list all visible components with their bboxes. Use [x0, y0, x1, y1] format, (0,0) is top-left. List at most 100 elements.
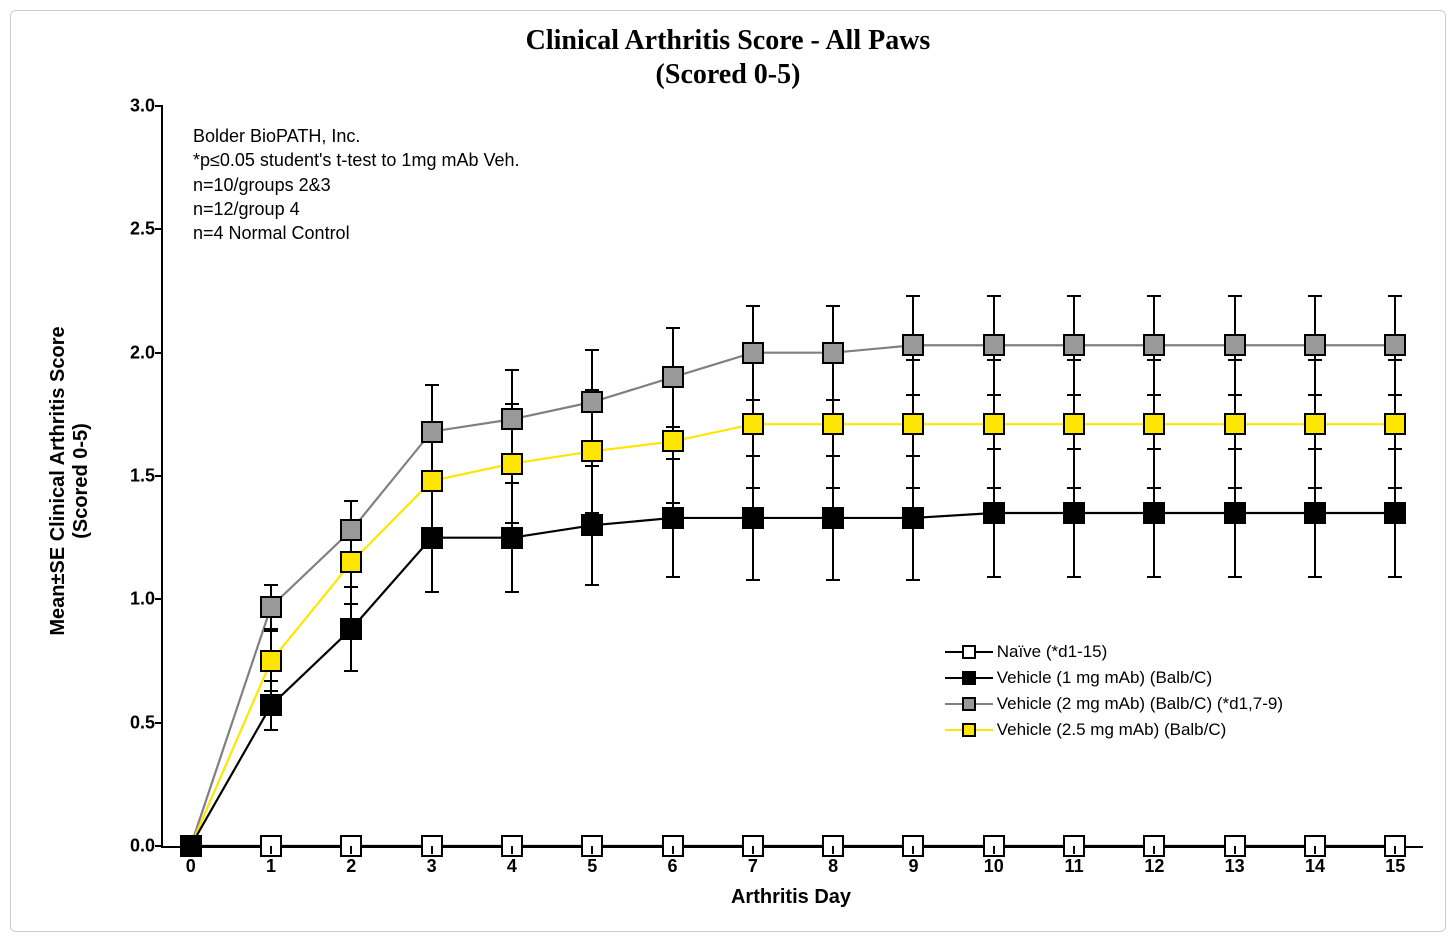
marker-vehicle2 [1063, 334, 1085, 356]
x-tick-mark [1234, 846, 1236, 854]
marker-vehicle2 [1384, 334, 1406, 356]
error-cap [1228, 295, 1242, 297]
error-cap [746, 455, 760, 457]
marker-vehicle1 [742, 507, 764, 529]
error-cap [826, 455, 840, 457]
marker-vehicle1 [1384, 502, 1406, 524]
error-cap [1308, 295, 1322, 297]
marker-vehicle25 [742, 413, 764, 435]
error-cap [1147, 295, 1161, 297]
marker-vehicle25 [581, 440, 603, 462]
x-tick-mark [752, 846, 754, 854]
legend-label: Naïve (*d1-15) [997, 642, 1108, 662]
x-tick-mark [591, 846, 593, 854]
marker-vehicle2 [340, 519, 362, 541]
marker-vehicle2 [1224, 334, 1246, 356]
marker-vehicle2 [1143, 334, 1165, 356]
x-tick-mark [1394, 846, 1396, 854]
error-cap [987, 576, 1001, 578]
legend-item-naive: Naïve (*d1-15) [945, 642, 1283, 662]
marker-vehicle1 [1063, 502, 1085, 524]
x-tick-mark [190, 846, 192, 854]
error-cap [1388, 448, 1402, 450]
error-cap [1067, 576, 1081, 578]
error-cap [264, 630, 278, 632]
y-axis-label: Mean±SE Clinical Arthritis Score (Scored… [47, 326, 93, 635]
marker-vehicle25 [662, 430, 684, 452]
marker-vehicle1 [983, 502, 1005, 524]
y-tick-mark [155, 228, 163, 230]
error-cap [264, 729, 278, 731]
error-cap [1308, 359, 1322, 361]
legend-swatch [945, 695, 993, 713]
x-tick-mark [672, 846, 674, 854]
annotation-line: n=10/groups 2&3 [193, 173, 520, 197]
annotation-box: Bolder BioPATH, Inc.*p≤0.05 student's t-… [193, 124, 520, 245]
error-cap [585, 584, 599, 586]
x-tick-mark [1073, 846, 1075, 854]
plot-area: Bolder BioPATH, Inc.*p≤0.05 student's t-… [161, 106, 1423, 848]
marker-vehicle25 [1063, 413, 1085, 435]
legend-swatch [945, 643, 993, 661]
marker-vehicle1 [1143, 502, 1165, 524]
legend-item-vehicle25: Vehicle (2.5 mg mAb) (Balb/C) [945, 720, 1283, 740]
annotation-line: n=4 Normal Control [193, 221, 520, 245]
error-cap [987, 448, 1001, 450]
error-cap [906, 359, 920, 361]
error-cap [1147, 448, 1161, 450]
y-tick-mark [155, 598, 163, 600]
x-tick-mark [1314, 846, 1316, 854]
error-cap [666, 458, 680, 460]
legend: Naïve (*d1-15) Vehicle (1 mg mAb) (Balb/C… [945, 636, 1283, 746]
error-cap [666, 576, 680, 578]
error-cap [906, 579, 920, 581]
error-cap [746, 579, 760, 581]
error-cap [344, 500, 358, 502]
chart-container: Clinical Arthritis Score - All Paws (Sco… [10, 10, 1446, 932]
error-cap [1308, 448, 1322, 450]
marker-vehicle1 [902, 507, 924, 529]
error-cap [1067, 295, 1081, 297]
error-cap [1228, 576, 1242, 578]
error-cap [906, 455, 920, 457]
error-cap [1308, 576, 1322, 578]
chart-title-line2: (Scored 0-5) [11, 59, 1445, 91]
legend-label: Vehicle (1 mg mAb) (Balb/C) [997, 668, 1212, 688]
x-axis-label: Arthritis Day [731, 886, 851, 909]
error-cap [264, 680, 278, 682]
marker-vehicle2 [742, 342, 764, 364]
marker-vehicle25 [501, 453, 523, 475]
x-tick-mark [1153, 846, 1155, 854]
legend-swatch [945, 669, 993, 687]
error-cap [344, 586, 358, 588]
error-cap [1067, 448, 1081, 450]
marker-vehicle1 [662, 507, 684, 529]
error-cap [1147, 359, 1161, 361]
error-cap [1228, 448, 1242, 450]
error-cap [425, 591, 439, 593]
marker-vehicle2 [581, 391, 603, 413]
legend-label: Vehicle (2.5 mg mAb) (Balb/C) [997, 720, 1227, 740]
error-cap [666, 327, 680, 329]
marker-vehicle25 [260, 650, 282, 672]
legend-item-vehicle1: Vehicle (1 mg mAb) (Balb/C) [945, 668, 1283, 688]
marker-vehicle1 [260, 694, 282, 716]
x-tick-mark [350, 846, 352, 854]
error-cap [505, 591, 519, 593]
annotation-line: *p≤0.05 student's t-test to 1mg mAb Veh. [193, 148, 520, 172]
marker-vehicle2 [983, 334, 1005, 356]
x-tick-mark [511, 846, 513, 854]
marker-vehicle2 [421, 421, 443, 443]
error-cap [826, 579, 840, 581]
marker-vehicle1 [822, 507, 844, 529]
x-tick-mark [912, 846, 914, 854]
marker-vehicle1 [421, 527, 443, 549]
annotation-line: Bolder BioPATH, Inc. [193, 124, 520, 148]
chart-title-line1: Clinical Arthritis Score - All Paws [11, 25, 1445, 57]
error-cap [505, 403, 519, 405]
annotation-line: n=12/group 4 [193, 197, 520, 221]
marker-vehicle1 [581, 514, 603, 536]
marker-vehicle1 [1224, 502, 1246, 524]
legend-item-vehicle2: Vehicle (2 mg mAb) (Balb/C) (*d1,7-9) [945, 694, 1283, 714]
marker-vehicle25 [421, 470, 443, 492]
